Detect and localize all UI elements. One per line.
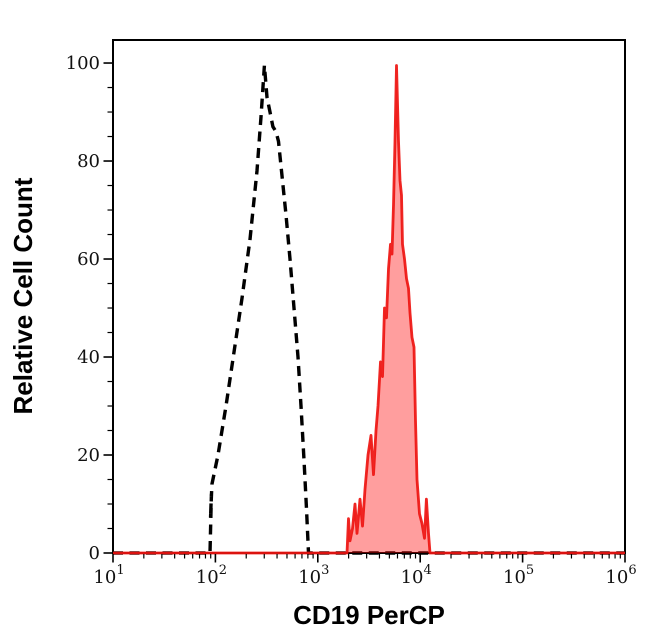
plot-frame [112, 39, 626, 554]
y-tick-label: 40 [77, 347, 100, 368]
control-histogram-curve [113, 63, 625, 555]
x-tick-label: 101 [93, 563, 124, 588]
y-tick-label: 60 [77, 249, 100, 270]
x-tick-label: 104 [401, 563, 432, 588]
y-tick-label: 0 [89, 543, 100, 564]
y-tick-label: 80 [77, 151, 100, 172]
x-axis-label: CD19 PerCP [293, 600, 445, 630]
x-tick-label: 103 [298, 563, 329, 588]
control-dashed-line [113, 63, 625, 555]
y-tick-label: 20 [77, 445, 100, 466]
axis-tick-labels: 101 102 103 104 105 106 0 20 40 60 80 100 [66, 53, 637, 588]
x-tick-label: 105 [503, 563, 534, 588]
y-axis-label: Relative Cell Count [8, 177, 38, 414]
cd19-histogram-curve [113, 64, 625, 555]
cd19-histogram-fill [346, 65, 430, 553]
x-tick-label: 102 [196, 563, 227, 588]
cd19-histogram-line [113, 64, 625, 555]
y-tick-label: 100 [66, 53, 100, 74]
plot-border [112, 39, 626, 554]
x-tick-label: 106 [605, 563, 636, 588]
axis-ticks [103, 62, 626, 563]
